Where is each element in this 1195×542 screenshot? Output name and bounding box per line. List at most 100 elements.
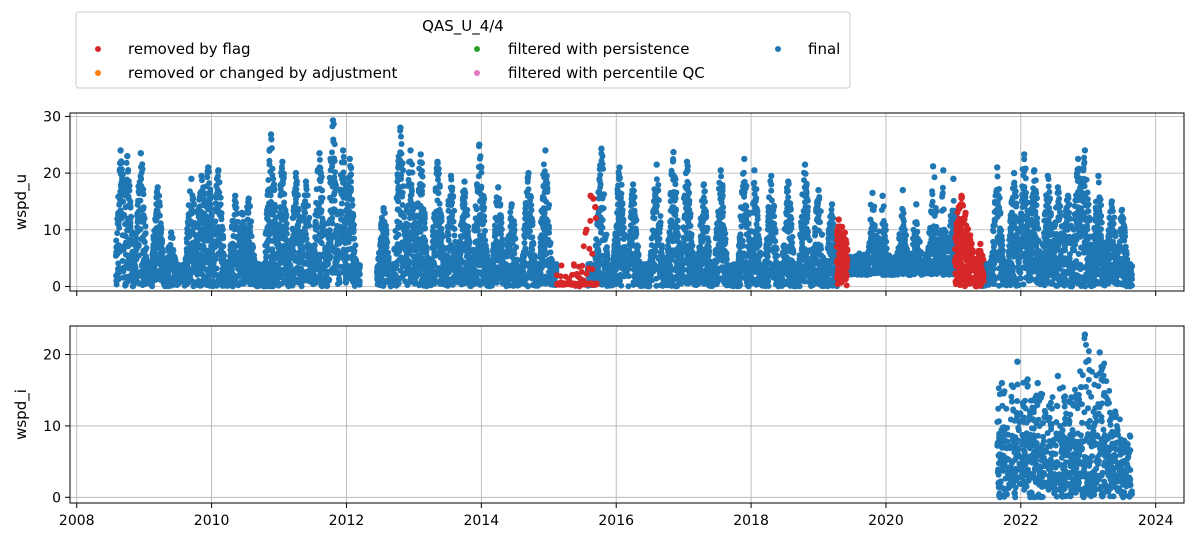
legend-entry: filtered with persistence: [474, 40, 689, 58]
legend-label: removed or changed by adjustment: [128, 64, 397, 82]
legend-marker: [95, 70, 101, 76]
data-point: [122, 280, 129, 287]
data-point: [465, 223, 472, 230]
data-point: [329, 215, 336, 222]
data-point: [543, 216, 550, 223]
data-point: [269, 219, 276, 225]
legend-entry: removed by flag: [95, 40, 251, 58]
data-point: [243, 275, 250, 282]
data-point: [300, 272, 307, 279]
data-point: [115, 270, 121, 277]
data-point: [411, 219, 418, 226]
data-point: [230, 282, 237, 289]
data-point: [338, 200, 345, 207]
data-point: [522, 209, 529, 216]
data-point: [134, 274, 141, 281]
data-point: [238, 209, 246, 216]
data-point: [336, 234, 343, 241]
data-point: [538, 232, 545, 239]
data-point: [342, 279, 349, 286]
data-point: [144, 277, 151, 284]
data-point: [195, 211, 202, 218]
data-point: [449, 199, 456, 206]
data-point: [417, 151, 424, 158]
data-point: [428, 282, 434, 289]
data-point: [119, 257, 126, 264]
data-point: [349, 214, 356, 221]
data-point: [168, 229, 175, 236]
data-point: [291, 211, 298, 217]
data-point: [345, 207, 351, 214]
data-point: [448, 224, 454, 231]
data-point: [435, 170, 442, 177]
data-point: [495, 184, 502, 191]
data-point: [459, 201, 466, 208]
data-point: [153, 225, 160, 232]
data-point: [264, 215, 270, 222]
data-point: [302, 224, 308, 231]
data-point: [476, 141, 483, 148]
legend-label: filtered with persistence: [508, 40, 689, 58]
data-point: [417, 181, 424, 188]
data-point: [474, 255, 481, 262]
data-point: [262, 248, 269, 255]
data-point: [198, 259, 205, 265]
data-point: [319, 187, 326, 194]
data-point: [276, 213, 283, 219]
data-point: [498, 226, 505, 233]
data-point: [352, 257, 359, 264]
data-point: [319, 217, 326, 224]
data-point: [190, 241, 197, 248]
data-point: [129, 231, 135, 238]
data-point: [449, 187, 455, 194]
data-point: [138, 183, 145, 189]
data-point: [421, 215, 428, 222]
data-point: [481, 195, 488, 202]
data-point: [339, 147, 347, 154]
data-point: [290, 278, 297, 285]
data-point: [499, 280, 506, 287]
data-point: [410, 228, 417, 235]
data-point: [194, 282, 201, 288]
data-point: [316, 176, 323, 183]
data-point: [161, 278, 168, 285]
data-point: [538, 239, 545, 246]
data-point: [188, 175, 195, 182]
data-point: [407, 147, 414, 154]
data-point: [496, 213, 503, 220]
data-point: [127, 219, 134, 226]
data-point: [264, 209, 271, 215]
data-point: [329, 149, 335, 156]
data-point: [120, 268, 127, 275]
data-point: [540, 224, 547, 231]
data-point: [441, 266, 447, 273]
data-point: [505, 268, 512, 274]
data-point: [436, 242, 443, 249]
data-point: [346, 155, 353, 163]
data-point: [177, 277, 184, 284]
data-point: [157, 220, 164, 227]
data-point: [430, 269, 436, 276]
data-point: [250, 276, 257, 283]
data-point: [376, 256, 383, 263]
data-point: [379, 282, 386, 289]
data-point: [351, 283, 358, 289]
data-point: [137, 197, 144, 204]
data-point: [278, 180, 285, 187]
data-point: [429, 260, 436, 267]
data-point: [292, 234, 299, 240]
data-point: [117, 166, 124, 173]
data-point: [418, 240, 425, 246]
data-point: [127, 198, 134, 205]
data-point: [386, 260, 393, 267]
data-point: [129, 251, 136, 258]
data-point: [547, 240, 554, 246]
data-point: [154, 184, 161, 191]
data-point: [118, 182, 125, 189]
data-point: [237, 241, 244, 248]
data-point: [408, 236, 415, 243]
data-point: [548, 255, 555, 262]
data-point: [462, 230, 469, 237]
data-point: [208, 281, 214, 288]
data-point: [250, 268, 257, 275]
